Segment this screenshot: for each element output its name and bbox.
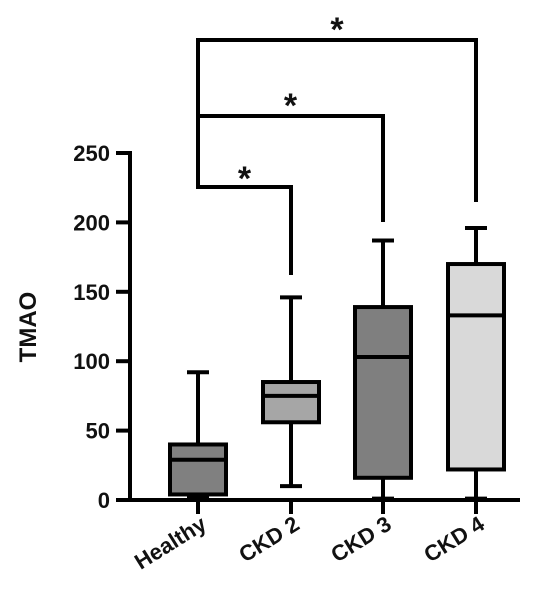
box-iqr [261,380,321,425]
box-iqr [353,305,413,480]
y-tick-label: 150 [73,280,110,305]
box-healthy [168,370,228,500]
significance-brackets: * * * [196,11,478,275]
y-tick-label: 100 [73,349,110,374]
box-ckd-3 [353,238,413,501]
box-ckd-4 [446,225,506,501]
y-axis: 0 50 100 150 200 250 [73,141,132,513]
bracket-ckd-2: * [196,160,293,275]
box-iqr [446,262,506,472]
y-tick-label: 200 [73,210,110,235]
boxes [168,225,506,501]
x-axis: Healthy CKD 2 CKD 3 CKD 4 [128,498,520,575]
box-ckd-2 [261,295,321,489]
x-tick-label: CKD 3 [326,511,395,567]
significance-label: * [238,160,252,198]
bracket-ckd-4: * [196,11,478,202]
box-iqr [168,442,228,497]
y-tick-label: 250 [73,141,110,166]
y-tick-label: 0 [98,488,110,513]
x-tick-label: Healthy [130,511,211,575]
bracket-line [196,38,478,202]
significance-label: * [284,87,298,125]
x-tick-label: CKD 4 [419,511,489,568]
significance-label: * [330,11,344,49]
bracket-line [196,167,293,275]
x-tick-label: CKD 2 [234,511,303,567]
y-axis-title: TMAO [15,292,42,363]
y-tick-label: 50 [86,419,110,444]
